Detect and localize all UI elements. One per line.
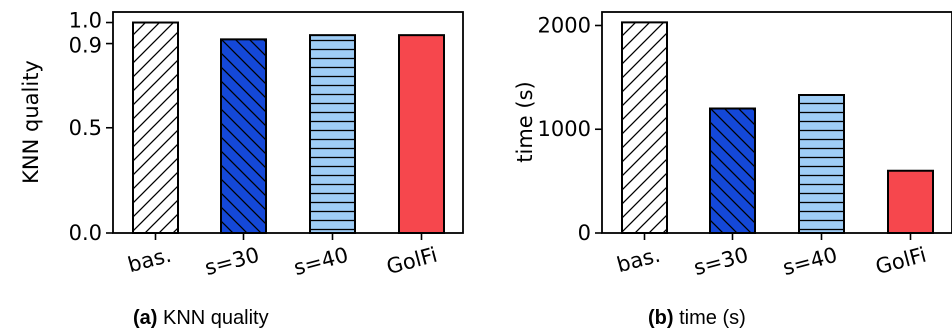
caption-a-text: KNN quality (163, 307, 269, 329)
ytick-label-b-0: 0 (578, 221, 591, 245)
y-axis-title-b: time (s) (513, 81, 537, 162)
ytick-label-b-1: 1000 (538, 117, 591, 141)
bar-b-4-fill (888, 170, 933, 233)
bar-a-2-hatch (221, 39, 266, 233)
bar-a-3-hatch (310, 35, 355, 234)
ytick-label-a-0: 0.0 (69, 221, 102, 245)
xtick-label-a-1: s=30 (202, 243, 262, 280)
plot-frame-b (601, 11, 952, 234)
caption-b-label: (b) (648, 307, 674, 329)
bar-a-1-hatch (133, 22, 178, 234)
xtick-label-a-3: GolFi (384, 243, 440, 279)
plot-frame-a (112, 11, 464, 234)
caption-a: (a) KNN quality (133, 307, 269, 330)
ytick-label-a-1: 0.5 (69, 116, 102, 140)
caption-b-text: time (s) (679, 307, 746, 329)
xtick-label-b-3: GolFi (873, 243, 929, 279)
bar-b-1-hatch (622, 22, 667, 234)
caption-b: (b) time (s) (648, 307, 746, 330)
xtick-label-a-0: bas. (125, 243, 174, 278)
xtick-label-b-1: s=30 (691, 243, 751, 280)
chart-panel-b: 0 1000 2000 bas. s=30 s=40 GolFi time (s) (513, 11, 952, 280)
y-axis-title-a: KNN quality (19, 60, 43, 184)
ytick-label-b-2: 2000 (538, 13, 591, 37)
ytick-label-a-2: 0.9 (69, 34, 102, 58)
xtick-label-b-0: bas. (614, 243, 663, 278)
ytick-label-a-3: 1.0 (69, 9, 102, 33)
bar-a-4-fill (399, 35, 444, 234)
caption-a-label: (a) (133, 307, 158, 329)
bar-b-2-hatch (710, 108, 755, 233)
chart-panel-a: 0.0 0.5 0.91.0 bas. s=30 s=40 GolFi KNN quality (19, 9, 464, 280)
xtick-label-b-2: s=40 (780, 243, 840, 280)
xtick-label-a-2: s=40 (291, 243, 351, 280)
bar-b-3-hatch (799, 95, 844, 233)
